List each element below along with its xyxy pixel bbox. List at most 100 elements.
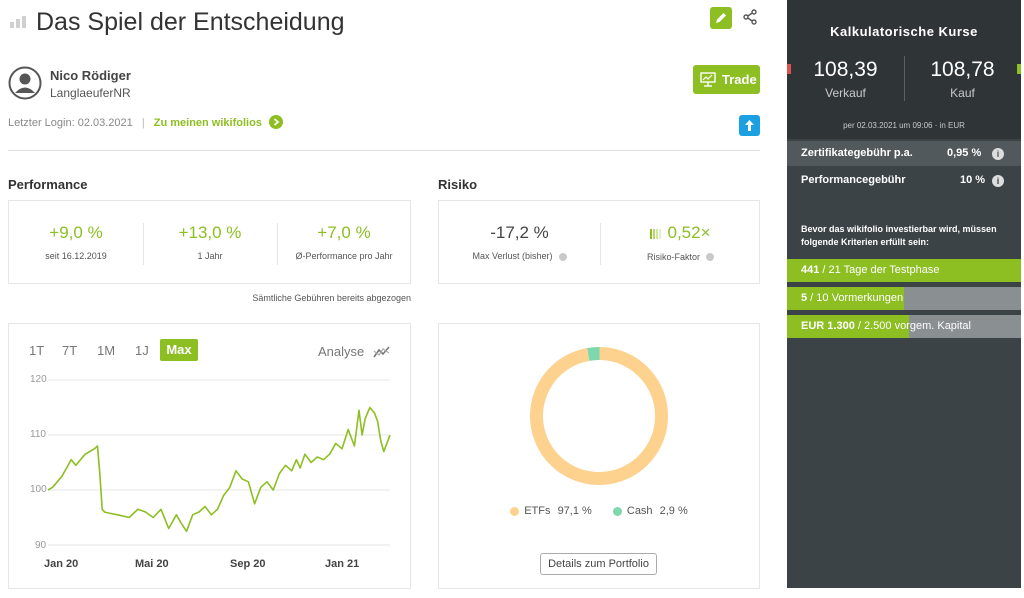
trade-button[interactable]: Trade [693,65,760,94]
sell-price[interactable]: 108,39 [813,58,878,81]
performance-value: +13,0 % [178,223,242,242]
share-icon[interactable] [742,9,758,25]
risk-card: -17,2 % Max Verlust (bisher) 0,52× Risik… [438,200,760,284]
fee-label: Zertifikategebühr p.a. [801,147,913,159]
info-icon[interactable]: i [992,175,1004,187]
criteria-intro: Bevor das wikifolio investierbar wird, m… [801,224,997,247]
fee-row: Zertifikategebühr p.a. 0,95 % i [787,141,1021,166]
criteria-value: EUR 1.300 [801,320,855,332]
performance-label: 1 Jahr [197,251,223,261]
y-tick-label: 90 [35,540,47,551]
sidebar-heading: Kalkulatorische Kurse [830,24,978,39]
risk-level-icon [650,224,664,244]
my-wikifolios-link[interactable]: Zu meinen wikifolios [153,116,262,129]
criteria-row: EUR 1.300 / 2.500 vorgem. Kapital [787,315,1021,338]
performance-item: +13,0 % 1 Jahr [143,223,277,261]
series-line [47,406,391,533]
y-tick-label: 110 [30,429,46,440]
timeframe-1m[interactable]: 1M [97,343,116,358]
divider [8,150,760,151]
criteria-label: / 2.500 vorgem. Kapital [854,320,971,332]
info-icon[interactable]: i [992,148,1004,160]
legend-value: 97,1 % [557,505,592,517]
risk-item: 0,52× Risiko-Faktor [600,223,761,262]
scroll-to-top-button[interactable] [739,115,760,136]
analysis-button[interactable]: Analyse [318,343,391,361]
trade-button-label: Trade [722,72,757,87]
y-tick-label: 100 [30,484,47,495]
user-icon [8,66,42,100]
timeframe-max-label: Max [166,342,192,357]
fees-note: Sämtliche Gebühren bereits abgezogen [252,293,411,303]
criteria-progress [787,259,1021,282]
price-timestamp: per 02.03.2021 um 09:06 · in EUR [843,121,965,130]
risk-value: -17,2 % [490,223,549,242]
timeframe-max[interactable]: Max [160,339,198,361]
info-icon[interactable] [558,252,567,261]
arrow-up-icon [745,120,754,131]
sell-label: Verkauf [825,86,866,100]
y-tick-label: 120 [30,374,47,385]
chart-board-icon [700,72,716,87]
avatar[interactable] [8,66,42,100]
analysis-chart-icon [373,346,390,358]
x-tick-label: Sep 20 [230,558,266,570]
timeframe-1t[interactable]: 1T [29,343,45,358]
performance-value: +7,0 % [317,223,371,242]
page-title: Das Spiel der Entscheidung [36,8,345,36]
performance-card: +9,0 % seit 16.12.2019 +13,0 % 1 Jahr +7… [8,200,411,284]
performance-line-chart[interactable] [8,370,411,555]
portfolio-donut-chart[interactable] [529,346,669,486]
x-tick-label: Mai 20 [135,558,169,570]
trader-name[interactable]: Nico Rödiger [50,68,131,83]
sell-indicator [787,64,791,74]
fee-row: Performancegebühr 10 % i [787,168,1021,193]
legend-label: ETFs [524,505,551,517]
criteria-progress [787,287,904,310]
portfolio-legend: ETFs 97,1 % Cash 2,9 % [438,505,760,517]
bar-chart-icon [10,14,28,28]
analysis-label: Analyse [318,344,365,359]
fee-label: Performancegebühr [801,174,906,186]
portfolio-details-button[interactable]: Details zum Portfolio [540,553,657,575]
donut-slice-etfs[interactable] [530,347,669,485]
timeframe-7t[interactable]: 7T [62,343,78,358]
separator: | [141,116,145,129]
fee-value: 10 % [960,174,986,186]
legend-dot-cash [612,506,622,516]
buy-price[interactable]: 108,78 [930,58,995,81]
performance-label: Ø-Performance pro Jahr [295,251,393,261]
pencil-icon [716,13,726,23]
risk-value: 0,52× [667,223,711,242]
risk-label: Max Verlust (bisher) [472,251,553,261]
last-login-label: Letzter Login: 02.03.2021 [8,116,133,129]
fee-value: 0,95 % [947,147,982,159]
risk-item: -17,2 % Max Verlust (bisher) [439,223,600,261]
criteria-value: 5 [801,292,808,304]
x-tick-label: Jan 20 [44,558,79,570]
info-icon[interactable] [706,253,714,262]
edit-button[interactable] [710,7,732,29]
arrow-right-icon[interactable] [269,115,283,129]
performance-item: +7,0 % Ø-Performance pro Jahr [277,223,411,261]
legend-value: 2,9 % [659,505,688,517]
criteria-value: 441 [801,264,820,276]
performance-heading: Performance [8,177,88,192]
timeframe-1j[interactable]: 1J [135,343,149,358]
x-tick-label: Jan 21 [325,558,360,570]
last-login: Letzter Login: 02.03.2021 | Zu meinen wi… [8,115,283,130]
donut-slice-cash[interactable] [587,346,600,361]
performance-label: seit 16.12.2019 [45,251,107,261]
buy-label: Kauf [950,86,975,100]
criteria-row: 5 / 10 Vormerkungen [787,287,1021,310]
legend-label: Cash [626,505,653,517]
criteria-label: / 21 Tage der Testphase [819,264,940,276]
criteria-label: / 10 Vormerkungen [807,292,904,304]
performance-item: +9,0 % seit 16.12.2019 [9,223,143,261]
criteria-row: 441 / 21 Tage der Testphase [787,259,1021,282]
trader-username: LanglaeuferNR [50,86,131,100]
portfolio-card [438,323,760,589]
price-divider [904,56,905,101]
legend-dot-etfs [510,506,520,516]
risk-heading: Risiko [438,177,478,192]
